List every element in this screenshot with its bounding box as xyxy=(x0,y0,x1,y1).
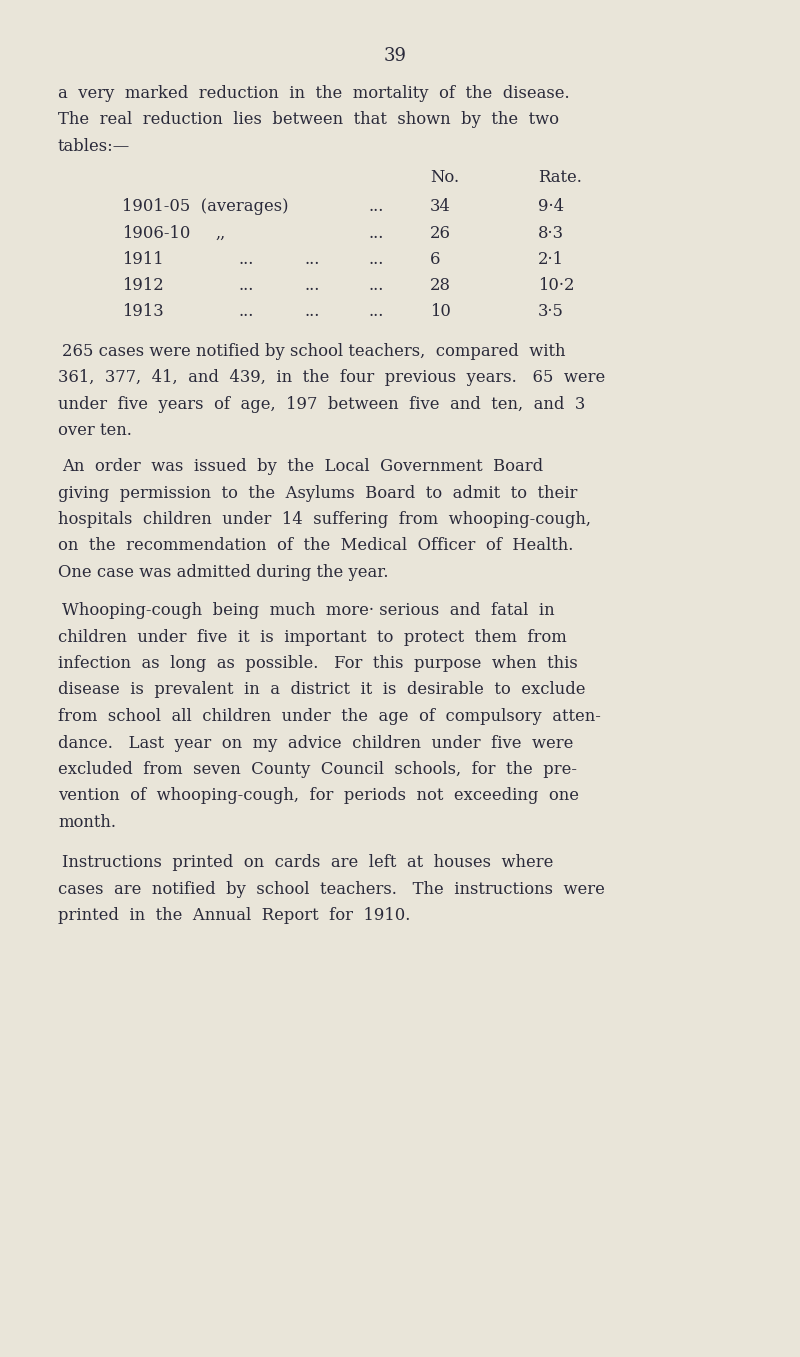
Text: ...: ... xyxy=(368,304,383,320)
Text: No.: No. xyxy=(430,170,459,186)
Text: ...: ... xyxy=(305,277,320,294)
Text: The  real  reduction  lies  between  that  shown  by  the  two: The real reduction lies between that sho… xyxy=(58,111,559,129)
Text: ...: ... xyxy=(368,224,383,242)
Text: 10·2: 10·2 xyxy=(538,277,574,294)
Text: 1906-10: 1906-10 xyxy=(122,224,190,242)
Text: ...: ... xyxy=(238,304,254,320)
Text: 34: 34 xyxy=(430,198,451,214)
Text: 28: 28 xyxy=(430,277,451,294)
Text: 39: 39 xyxy=(383,47,406,65)
Text: month.: month. xyxy=(58,814,116,830)
Text: Rate.: Rate. xyxy=(538,170,582,186)
Text: 2·1: 2·1 xyxy=(538,251,564,267)
Text: dance.   Last  year  on  my  advice  children  under  five  were: dance. Last year on my advice children u… xyxy=(58,734,574,752)
Text: 1913: 1913 xyxy=(122,304,164,320)
Text: ,,: ,, xyxy=(215,224,226,242)
Text: vention  of  whooping-cough,  for  periods  not  exceeding  one: vention of whooping-cough, for periods n… xyxy=(58,787,579,805)
Text: 6: 6 xyxy=(430,251,441,267)
Text: children  under  five  it  is  important  to  protect  them  from: children under five it is important to p… xyxy=(58,628,566,646)
Text: 9·4: 9·4 xyxy=(538,198,564,214)
Text: ...: ... xyxy=(368,198,383,214)
Text: excluded  from  seven  County  Council  schools,  for  the  pre-: excluded from seven County Council schoo… xyxy=(58,761,577,778)
Text: 8·3: 8·3 xyxy=(538,224,564,242)
Text: from  school  all  children  under  the  age  of  compulsory  atten-: from school all children under the age o… xyxy=(58,708,601,725)
Text: 10: 10 xyxy=(430,304,451,320)
Text: over ten.: over ten. xyxy=(58,422,132,440)
Text: 1912: 1912 xyxy=(122,277,164,294)
Text: Whooping-cough  being  much  more· serious  and  fatal  in: Whooping-cough being much more· serious … xyxy=(62,603,554,619)
Text: An  order  was  issued  by  the  Local  Government  Board: An order was issued by the Local Governm… xyxy=(62,459,543,475)
Text: ...: ... xyxy=(238,277,254,294)
Text: 1901-05  (averages): 1901-05 (averages) xyxy=(122,198,289,214)
Text: 361,  377,  41,  and  439,  in  the  four  previous  years.   65  were: 361, 377, 41, and 439, in the four previ… xyxy=(58,369,606,387)
Text: hospitals  children  under  14  suffering  from  whooping-cough,: hospitals children under 14 suffering fr… xyxy=(58,512,591,528)
Text: under  five  years  of  age,  197  between  five  and  ten,  and  3: under five years of age, 197 between fiv… xyxy=(58,396,586,413)
Text: infection  as  long  as  possible.   For  this  purpose  when  this: infection as long as possible. For this … xyxy=(58,655,578,672)
Text: Instructions  printed  on  cards  are  left  at  houses  where: Instructions printed on cards are left a… xyxy=(62,854,554,871)
Text: a  very  marked  reduction  in  the  mortality  of  the  disease.: a very marked reduction in the mortality… xyxy=(58,85,570,102)
Text: ...: ... xyxy=(368,251,383,267)
Text: 3·5: 3·5 xyxy=(538,304,564,320)
Text: ...: ... xyxy=(305,304,320,320)
Text: 265 cases were notified by school teachers,  compared  with: 265 cases were notified by school teache… xyxy=(62,343,566,360)
Text: ...: ... xyxy=(305,251,320,267)
Text: disease  is  prevalent  in  a  district  it  is  desirable  to  exclude: disease is prevalent in a district it is… xyxy=(58,681,586,699)
Text: One case was admitted during the year.: One case was admitted during the year. xyxy=(58,565,389,581)
Text: 1911: 1911 xyxy=(122,251,164,267)
Text: printed  in  the  Annual  Report  for  1910.: printed in the Annual Report for 1910. xyxy=(58,906,410,924)
Text: ...: ... xyxy=(368,277,383,294)
Text: giving  permission  to  the  Asylums  Board  to  admit  to  their: giving permission to the Asylums Board t… xyxy=(58,484,578,502)
Text: cases  are  notified  by  school  teachers.   The  instructions  were: cases are notified by school teachers. T… xyxy=(58,881,605,897)
Text: on  the  recommendation  of  the  Medical  Officer  of  Health.: on the recommendation of the Medical Off… xyxy=(58,537,574,555)
Text: 26: 26 xyxy=(430,224,451,242)
Text: ...: ... xyxy=(238,251,254,267)
Text: tables:—: tables:— xyxy=(58,138,130,155)
